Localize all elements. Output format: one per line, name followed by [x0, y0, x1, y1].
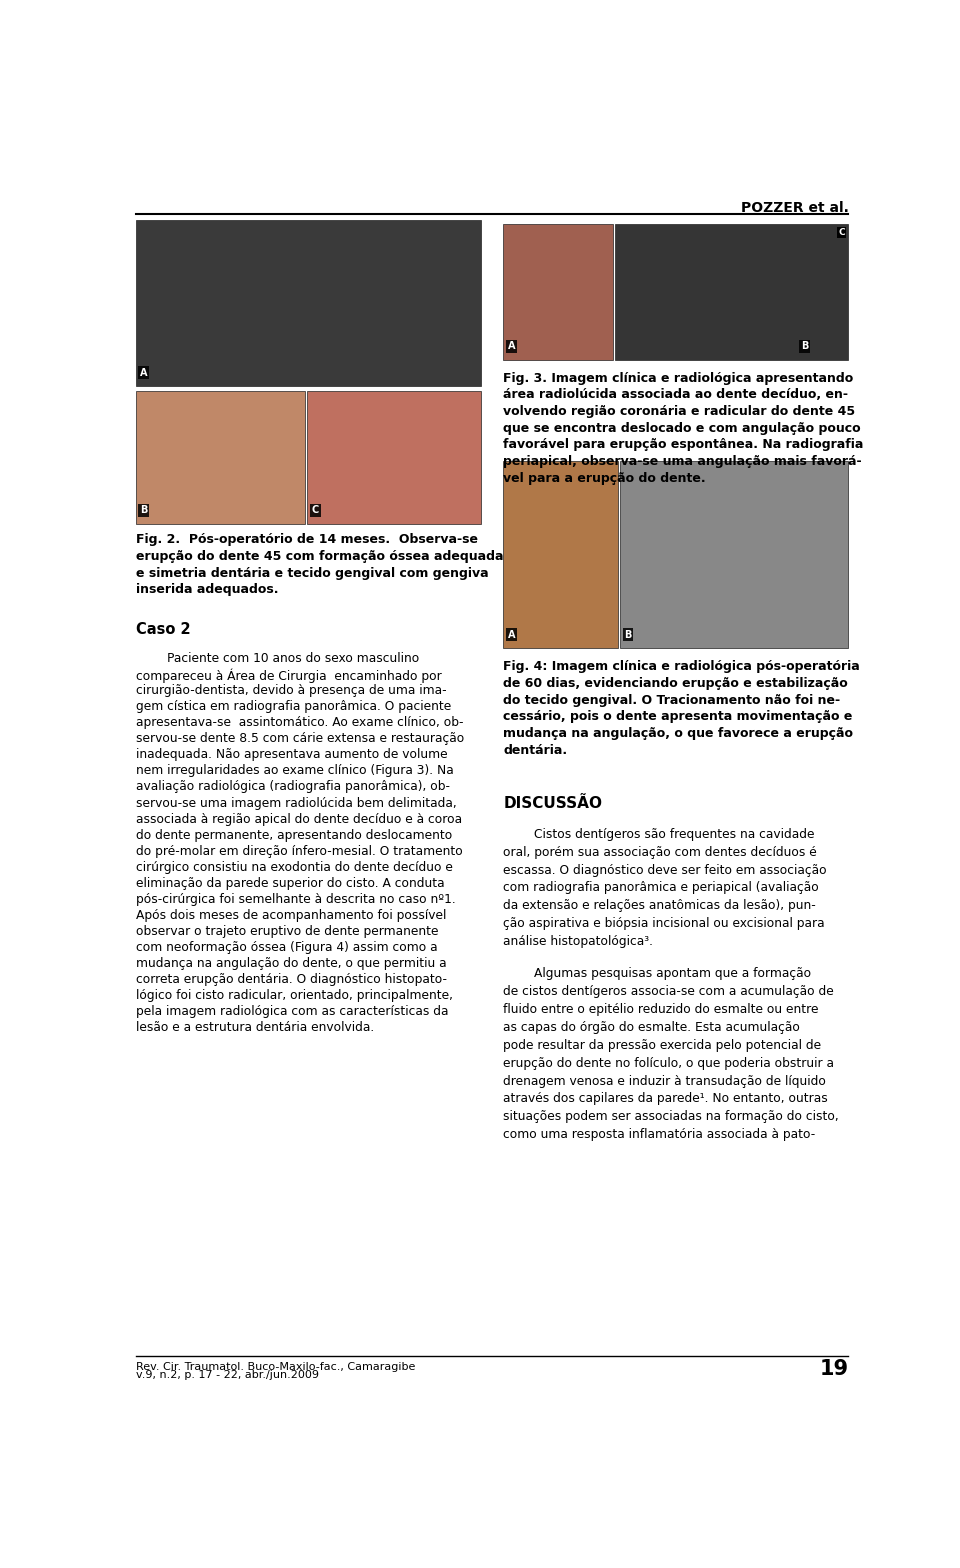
Text: Fig. 3. Imagem clínica e radiológica apresentando: Fig. 3. Imagem clínica e radiológica apr…	[503, 372, 853, 384]
Text: nem irregularidades ao exame clínico (Figura 3). Na: nem irregularidades ao exame clínico (Fi…	[135, 765, 453, 778]
Text: 19: 19	[819, 1359, 849, 1380]
Text: do pré-molar em direção ínfero-mesial. O tratamento: do pré-molar em direção ínfero-mesial. O…	[135, 845, 463, 858]
Bar	[503, 224, 613, 359]
Text: Após dois meses de acompanhamento foi possível: Após dois meses de acompanhamento foi po…	[135, 909, 446, 922]
Text: erupção do dente 45 com formação óssea adequada: erupção do dente 45 com formação óssea a…	[135, 550, 503, 563]
Text: drenagem venosa e induzir à transudação de líquido: drenagem venosa e induzir à transudação …	[503, 1074, 826, 1088]
Text: C: C	[838, 227, 845, 237]
Text: de cistos dentígeros associa-se com a acumulação de: de cistos dentígeros associa-se com a ac…	[503, 985, 834, 999]
Text: pode resultar da pressão exercida pelo potencial de: pode resultar da pressão exercida pelo p…	[503, 1040, 822, 1052]
Text: eliminação da parede superior do cisto. A conduta: eliminação da parede superior do cisto. …	[135, 877, 444, 889]
Text: pós-cirúrgica foi semelhante à descrita no caso nº1.: pós-cirúrgica foi semelhante à descrita …	[135, 892, 455, 906]
Text: compareceu à Área de Cirurgia  encaminhado por: compareceu à Área de Cirurgia encaminhad…	[135, 668, 442, 682]
Text: cirurgião-dentista, devido à presença de uma ima-: cirurgião-dentista, devido à presença de…	[135, 684, 446, 698]
Text: inserida adequados.: inserida adequados.	[135, 583, 278, 596]
Text: lógico foi cisto radicular, orientado, principalmente,: lógico foi cisto radicular, orientado, p…	[135, 989, 452, 1002]
Bar	[614, 224, 849, 359]
Text: que se encontra deslocado e com angulação pouco: que se encontra deslocado e com angulaçã…	[503, 422, 861, 434]
Text: ção aspirativa e biópsia incisional ou excisional para: ção aspirativa e biópsia incisional ou e…	[503, 917, 825, 930]
Text: B: B	[801, 342, 808, 351]
Text: A: A	[508, 630, 516, 640]
Text: escassa. O diagnóstico deve ser feito em associação: escassa. O diagnóstico deve ser feito em…	[503, 864, 827, 877]
Bar	[503, 461, 618, 648]
Text: avaliação radiológica (radiografia panorâmica), ob-: avaliação radiológica (radiografia panor…	[135, 781, 449, 793]
Text: de 60 dias, evidenciando erupção e estabilização: de 60 dias, evidenciando erupção e estab…	[503, 677, 848, 690]
Text: associada à região apical do dente decíduo e à coroa: associada à região apical do dente decíd…	[135, 812, 462, 826]
Text: análise histopatológica³.: análise histopatológica³.	[503, 935, 653, 949]
Text: oral, porém sua associação com dentes decíduos é: oral, porém sua associação com dentes de…	[503, 845, 817, 859]
Text: dentária.: dentária.	[503, 743, 567, 756]
Text: vel para a erupção do dente.: vel para a erupção do dente.	[503, 472, 706, 485]
Text: cirúrgico consistiu na exodontia do dente decíduo e: cirúrgico consistiu na exodontia do dent…	[135, 861, 452, 873]
Text: volvendo região coronária e radicular do dente 45: volvendo região coronária e radicular do…	[503, 405, 855, 419]
Text: A: A	[508, 342, 516, 351]
Text: Algumas pesquisas apontam que a formação: Algumas pesquisas apontam que a formação	[503, 967, 811, 980]
Text: observar o trajeto eruptivo de dente permanente: observar o trajeto eruptivo de dente per…	[135, 925, 438, 938]
Text: Caso 2: Caso 2	[135, 622, 190, 637]
Text: área radiolúcida associada ao dente decíduo, en-: área radiolúcida associada ao dente decí…	[503, 389, 849, 401]
Text: através dos capilares da parede¹. No entanto, outras: através dos capilares da parede¹. No ent…	[503, 1093, 828, 1105]
Text: B: B	[140, 505, 148, 516]
Text: do dente permanente, apresentando deslocamento: do dente permanente, apresentando desloc…	[135, 828, 452, 842]
Text: pela imagem radiológica com as características da: pela imagem radiológica com as caracterí…	[135, 1005, 448, 1018]
Text: servou-se uma imagem radiolúcida bem delimitada,: servou-se uma imagem radiolúcida bem del…	[135, 797, 456, 809]
Text: do tecido gengival. O Tracionamento não foi ne-: do tecido gengival. O Tracionamento não …	[503, 693, 840, 707]
Text: v.9, n.2, p. 17 - 22, abr./jun.2009: v.9, n.2, p. 17 - 22, abr./jun.2009	[135, 1370, 319, 1380]
Text: com neoformação óssea (Figura 4) assim como a: com neoformação óssea (Figura 4) assim c…	[135, 941, 437, 953]
Text: situações podem ser associadas na formação do cisto,: situações podem ser associadas na formaç…	[503, 1110, 839, 1123]
Text: mudança na angulação, o que favorece a erupção: mudança na angulação, o que favorece a e…	[503, 728, 853, 740]
Bar	[135, 390, 305, 524]
Text: C: C	[312, 505, 320, 516]
Bar	[135, 220, 481, 386]
Text: da extensão e relações anatômicas da lesão), pun-: da extensão e relações anatômicas da les…	[503, 900, 816, 913]
Text: cessário, pois o dente apresenta movimentação e: cessário, pois o dente apresenta movimen…	[503, 710, 852, 723]
Text: Fig. 2.  Pós-operatório de 14 meses.  Observa-se: Fig. 2. Pós-operatório de 14 meses. Obse…	[135, 533, 478, 547]
Text: lesão e a estrutura dentária envolvida.: lesão e a estrutura dentária envolvida.	[135, 1021, 373, 1035]
Text: erupção do dente no folículo, o que poderia obstruir a: erupção do dente no folículo, o que pode…	[503, 1057, 834, 1069]
Text: periapical, observa-se uma angulação mais favorá-: periapical, observa-se uma angulação mai…	[503, 455, 862, 467]
Text: inadequada. Não apresentava aumento de volume: inadequada. Não apresentava aumento de v…	[135, 748, 447, 762]
Text: favorável para erupção espontânea. Na radiografia: favorável para erupção espontânea. Na ra…	[503, 439, 864, 452]
Text: Rev. Cir. Traumatol. Buco-Maxilo-fac., Camaragibe: Rev. Cir. Traumatol. Buco-Maxilo-fac., C…	[135, 1361, 415, 1372]
Text: como uma resposta inflamatória associada à pato-: como uma resposta inflamatória associada…	[503, 1129, 815, 1142]
Text: DISCUSSÃO: DISCUSSÃO	[503, 797, 602, 811]
Text: servou-se dente 8.5 com cárie extensa e restauração: servou-se dente 8.5 com cárie extensa e …	[135, 732, 464, 745]
Bar	[307, 390, 481, 524]
Text: Paciente com 10 anos do sexo masculino: Paciente com 10 anos do sexo masculino	[135, 652, 419, 665]
Bar	[620, 461, 849, 648]
Text: e simetria dentária e tecido gengival com gengiva: e simetria dentária e tecido gengival co…	[135, 566, 489, 580]
Text: as capas do órgão do esmalte. Esta acumulação: as capas do órgão do esmalte. Esta acumu…	[503, 1021, 800, 1033]
Text: Cistos dentígeros são frequentes na cavidade: Cistos dentígeros são frequentes na cavi…	[503, 828, 815, 840]
Text: Fig. 4: Imagem clínica e radiológica pós-operatória: Fig. 4: Imagem clínica e radiológica pós…	[503, 660, 860, 673]
Text: apresentava-se  assintomático. Ao exame clínico, ob-: apresentava-se assintomático. Ao exame c…	[135, 717, 463, 729]
Text: correta erupção dentária. O diagnóstico histopato-: correta erupção dentária. O diagnóstico …	[135, 974, 446, 986]
Text: mudança na angulação do dente, o que permitiu a: mudança na angulação do dente, o que per…	[135, 956, 446, 971]
Text: POZZER et al.: POZZER et al.	[740, 201, 849, 215]
Text: B: B	[624, 630, 632, 640]
Text: fluido entre o epitélio reduzido do esmalte ou entre: fluido entre o epitélio reduzido do esma…	[503, 1004, 819, 1016]
Text: com radiografia panorâmica e periapical (avaliação: com radiografia panorâmica e periapical …	[503, 881, 819, 894]
Text: gem cística em radiografia panorâmica. O paciente: gem cística em radiografia panorâmica. O…	[135, 701, 451, 713]
Text: A: A	[140, 368, 148, 378]
